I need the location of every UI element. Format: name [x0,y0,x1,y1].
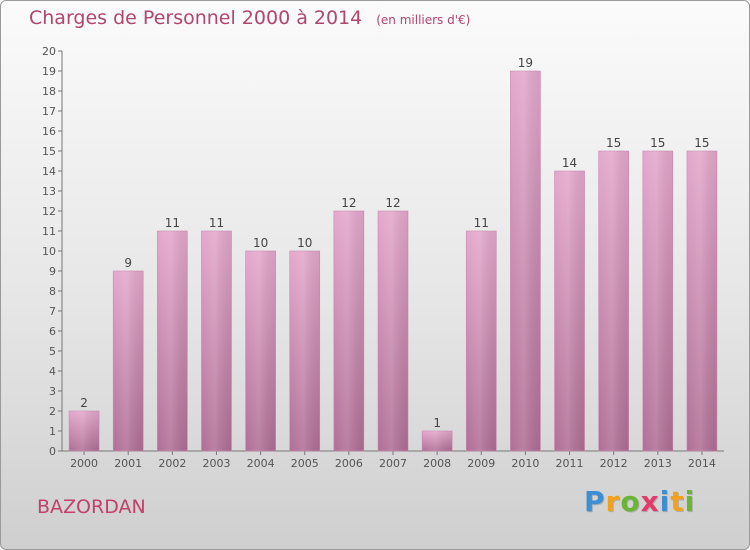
y-tick-label: 13 [42,185,56,198]
x-tick-label: 2014 [688,457,716,470]
y-tick-label: 7 [49,305,56,318]
bar-sheen [157,231,188,451]
bar-value-label: 11 [165,216,180,230]
x-axis: 2000 2001 2002 2003 2004 2005 2006 2007 2008 2009… [62,450,724,470]
bar-sheen [686,151,717,451]
bar-sheen [554,171,585,451]
y-tick-label: 4 [49,365,56,378]
bar-value-label: 2 [80,396,88,410]
x-tick-label: 2004 [247,457,275,470]
x-tick-label: 2012 [600,457,628,470]
y-tick-label: 17 [42,105,56,118]
y-tick-label: 10 [42,245,56,258]
logo-letter: x [640,485,660,518]
x-tick-label: 2006 [335,457,363,470]
bar-value-label: 12 [385,196,400,210]
y-tick-label: 18 [42,85,56,98]
x-tick-label: 2010 [511,457,539,470]
bar-value-label: 10 [253,236,268,250]
bar-sheen [422,431,453,451]
x-tick-label: 2009 [467,457,495,470]
y-tick-label: 5 [49,345,56,358]
bar-sheen [378,211,408,451]
bar-value-label: 19 [518,56,533,70]
x-tick-label: 2003 [202,457,230,470]
x-tick-label: 2011 [556,457,584,470]
y-tick-label: 1 [49,425,56,438]
bar-sheen [333,211,364,451]
bar-value-label: 15 [694,136,709,150]
proxiti-logo: Proxiti [584,485,695,518]
y-tick-label: 8 [49,285,56,298]
logo-letter: i [684,485,696,518]
chart-unit: (en milliers d'€) [376,13,471,27]
bar-sheen [113,271,144,451]
chart-title: Charges de Personnel 2000 à 2014 (en mill… [29,7,470,29]
x-tick-label: 2008 [423,457,451,470]
y-tick-label: 3 [49,385,56,398]
y-tick-label: 12 [42,205,56,218]
y-tick-label: 6 [49,325,56,338]
x-tick-label: 2007 [379,457,407,470]
logo-letter: r [605,485,621,518]
y-tick-label: 15 [42,145,56,158]
y-tick-label: 2 [49,405,56,418]
bar-value-label: 9 [124,256,132,270]
x-tick-label: 2001 [114,457,142,470]
bar-value-label: 15 [650,136,665,150]
logo-letter: P [584,485,606,518]
bar-value-label: 11 [474,216,489,230]
bar-value-label: 12 [341,196,356,210]
y-tick-label: 19 [42,65,56,78]
logo-letter: i [659,485,671,518]
bar-sheen [201,231,232,451]
y-tick-label: 14 [42,165,56,178]
bar-value-label: 15 [606,136,621,150]
bar-sheen [466,231,497,451]
bar-value-label: 10 [297,236,312,250]
chart-title-text: Charges de Personnel 2000 à 2014 [29,7,363,29]
bar-sheen [510,71,541,451]
x-tick-label: 2013 [644,457,672,470]
bar-value-label: 1 [433,416,441,430]
y-tick-label: 0 [49,445,56,458]
y-tick-label: 11 [42,225,56,238]
bar-sheen [642,151,673,451]
bar-value-label: 14 [562,156,577,170]
logo-letter: o [620,485,641,518]
x-tick-label: 2005 [291,457,319,470]
y-tick-label: 9 [49,265,56,278]
x-tick-label: 2000 [70,457,98,470]
location-name: BAZORDAN [37,496,146,518]
y-tick-label: 20 [42,45,56,58]
x-tick-label: 2002 [158,457,186,470]
bar-sheen [598,151,629,451]
logo-letter: t [670,485,685,518]
bar-sheen [245,251,276,451]
y-tick-label: 16 [42,125,56,138]
bar-sheen [289,251,320,451]
bar-value-label: 11 [209,216,224,230]
bar-sheen [69,411,100,451]
